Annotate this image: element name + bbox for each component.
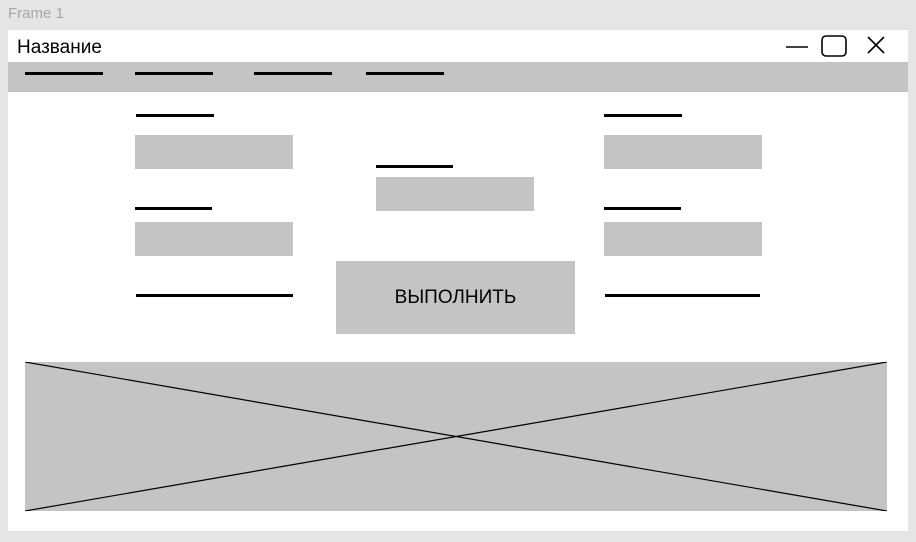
run-button[interactable]: ВЫПОЛНИТЬ bbox=[336, 261, 575, 334]
menu-item-1[interactable] bbox=[25, 72, 103, 75]
input-field-4[interactable] bbox=[604, 135, 762, 169]
field-label-4 bbox=[604, 114, 682, 117]
field-label-5 bbox=[604, 207, 681, 210]
field-label-1 bbox=[136, 114, 214, 117]
field-label-2 bbox=[135, 207, 212, 210]
menu-item-4[interactable] bbox=[366, 72, 444, 75]
maximize-button[interactable] bbox=[820, 34, 848, 60]
menu-item-2[interactable] bbox=[135, 72, 213, 75]
input-field-3[interactable] bbox=[376, 177, 534, 211]
menu-item-3[interactable] bbox=[254, 72, 332, 75]
window-title: Название bbox=[17, 37, 102, 58]
placeholder-cross-icon bbox=[25, 362, 887, 511]
input-field-5[interactable] bbox=[604, 222, 762, 256]
maximize-icon bbox=[821, 35, 847, 57]
minimize-icon bbox=[786, 46, 808, 48]
left-bottom-line bbox=[136, 294, 293, 297]
menu-bar bbox=[8, 62, 908, 92]
close-button[interactable] bbox=[864, 34, 892, 60]
field-label-3 bbox=[376, 165, 453, 168]
close-icon bbox=[867, 36, 885, 54]
app-window: Название ВЫПОЛНИТЬ bbox=[8, 30, 908, 531]
input-field-1[interactable] bbox=[135, 135, 293, 169]
frame-label: Frame 1 bbox=[8, 5, 64, 22]
right-bottom-line bbox=[605, 294, 760, 297]
minimize-button[interactable] bbox=[784, 34, 812, 60]
input-field-2[interactable] bbox=[135, 222, 293, 256]
image-placeholder bbox=[25, 362, 887, 511]
